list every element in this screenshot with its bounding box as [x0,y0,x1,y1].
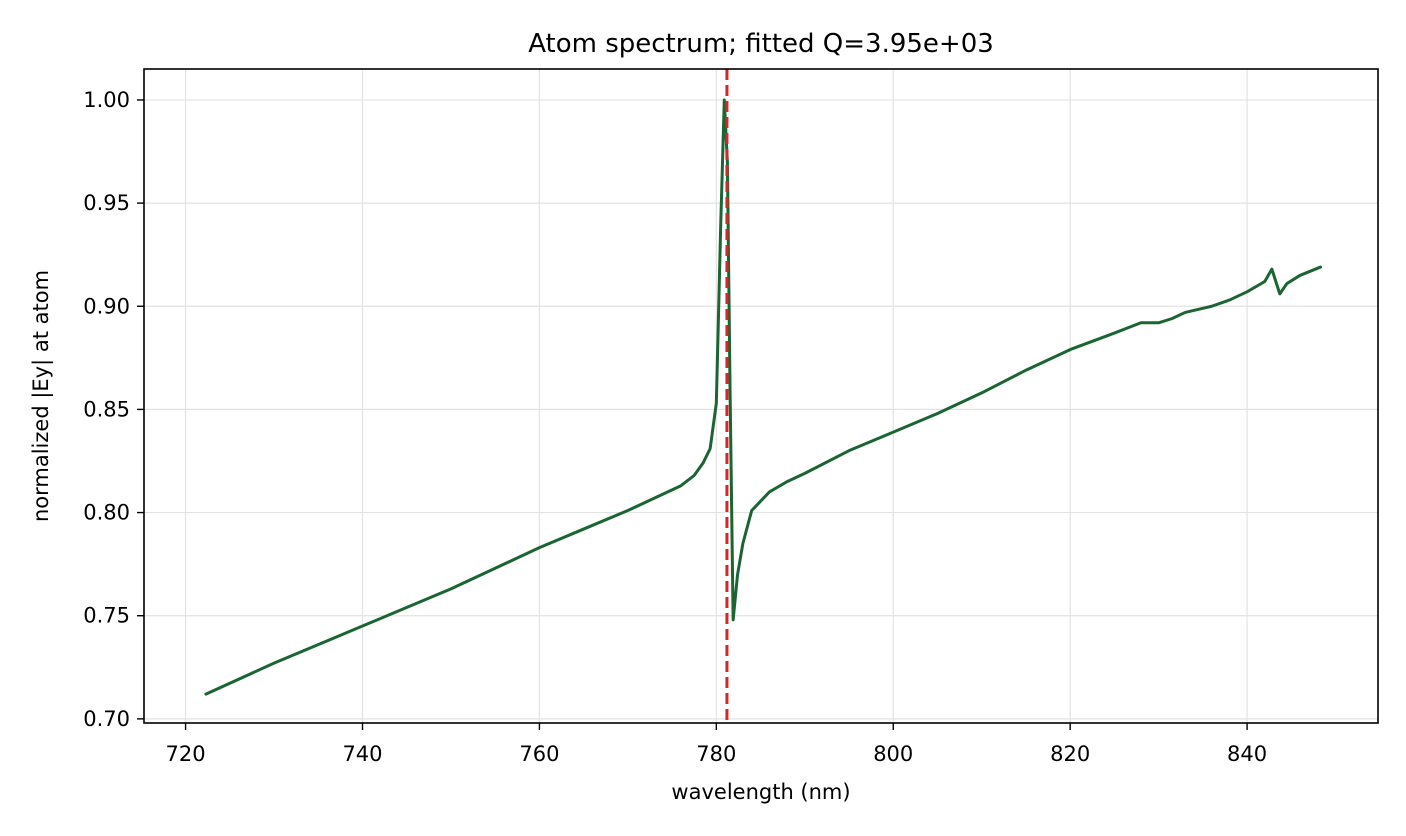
grid [144,69,1378,723]
axis-ticks: 720 740 760 780 800 820 840 0.70 0.75 0.80 0.85 0.9… [83,88,1267,766]
y-tick-label: 1.00 [83,88,130,112]
y-tick-label: 0.85 [83,397,130,421]
x-tick-label: 820 [1050,742,1090,766]
x-axis-title: wavelength (nm) [671,780,850,804]
x-tick-label: 760 [519,742,559,766]
y-tick-label: 0.90 [83,294,130,318]
spectrum-line [204,98,1322,696]
x-tick-label: 840 [1227,742,1267,766]
y-axis-title: normalized |Ey| at atom [29,270,54,522]
y-tick-label: 0.80 [83,501,130,525]
chart-title: Atom spectrum; fitted Q=3.95e+03 [528,29,994,59]
plot-data [204,69,1322,723]
x-tick-label: 740 [342,742,382,766]
y-tick-label: 0.70 [83,707,130,731]
x-tick-label: 780 [696,742,736,766]
x-tick-label: 800 [873,742,913,766]
plot-frame [143,68,1379,724]
y-tick-label: 0.95 [83,191,130,215]
y-tick-label: 0.75 [83,604,130,628]
x-tick-label: 720 [166,742,206,766]
